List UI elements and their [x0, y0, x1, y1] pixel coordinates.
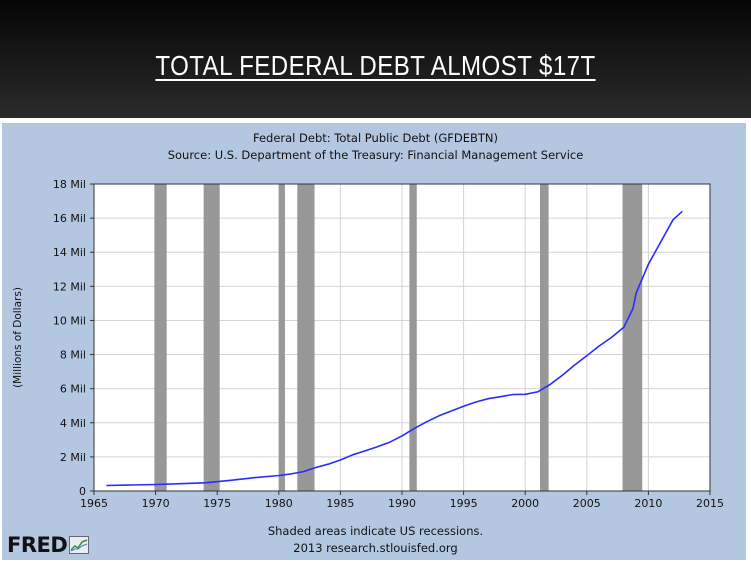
y-tick-label: 8 Mil — [60, 349, 86, 362]
x-tick-label: 2005 — [573, 497, 601, 510]
x-tick-label: 2015 — [696, 497, 724, 510]
y-tick-label: 12 Mil — [53, 280, 86, 293]
x-tick-label: 1975 — [203, 497, 231, 510]
recession-band — [203, 184, 220, 491]
y-tick-label: 6 Mil — [60, 383, 86, 396]
recession-note: Shaded areas indicate US recessions. — [267, 524, 484, 538]
y-tick-label: 2 Mil — [60, 451, 86, 464]
y-tick-label: 10 Mil — [53, 314, 86, 327]
x-tick-label: 1980 — [265, 497, 293, 510]
slide-title-text: TOTAL FEDERAL DEBT ALMOST $17T — [155, 50, 596, 81]
recession-band — [539, 184, 549, 491]
x-tick-label: 1990 — [388, 497, 416, 510]
recession-band — [297, 184, 315, 491]
fred-logo: FRED — [7, 533, 90, 557]
x-tick-label: 1970 — [142, 497, 170, 510]
y-tick-label: 4 Mil — [60, 417, 86, 430]
x-tick-label: 1995 — [450, 497, 478, 510]
fred-logo-text: FRED — [7, 533, 68, 557]
mini-chart-icon — [69, 536, 90, 554]
source-url: 2013 research.stlouisfed.org — [293, 541, 458, 555]
slide-header — [0, 0, 751, 118]
x-tick-label: 2010 — [634, 497, 662, 510]
recession-band — [154, 184, 167, 491]
x-tick-label: 1965 — [80, 497, 108, 510]
y-tick-label: 16 Mil — [53, 212, 86, 225]
recession-band — [409, 184, 417, 491]
debt-series-line — [106, 210, 683, 487]
chart-source: Source: U.S. Department of the Treasury:… — [167, 148, 584, 162]
y-tick-label: 0 — [79, 485, 86, 498]
y-axis-label: (Millions of Dollars) — [12, 287, 24, 388]
y-tick-label: 18 Mil — [53, 178, 86, 191]
chart-title: Federal Debt: Total Public Debt (GFDEBTN… — [252, 131, 499, 145]
x-tick-label: 1985 — [326, 497, 354, 510]
recession-band — [622, 184, 643, 491]
x-tick-label: 2000 — [511, 497, 539, 510]
y-tick-label: 14 Mil — [53, 246, 86, 259]
recession-band — [278, 184, 285, 491]
slide-title: TOTAL FEDERAL DEBT ALMOST $17T — [53, 50, 699, 82]
